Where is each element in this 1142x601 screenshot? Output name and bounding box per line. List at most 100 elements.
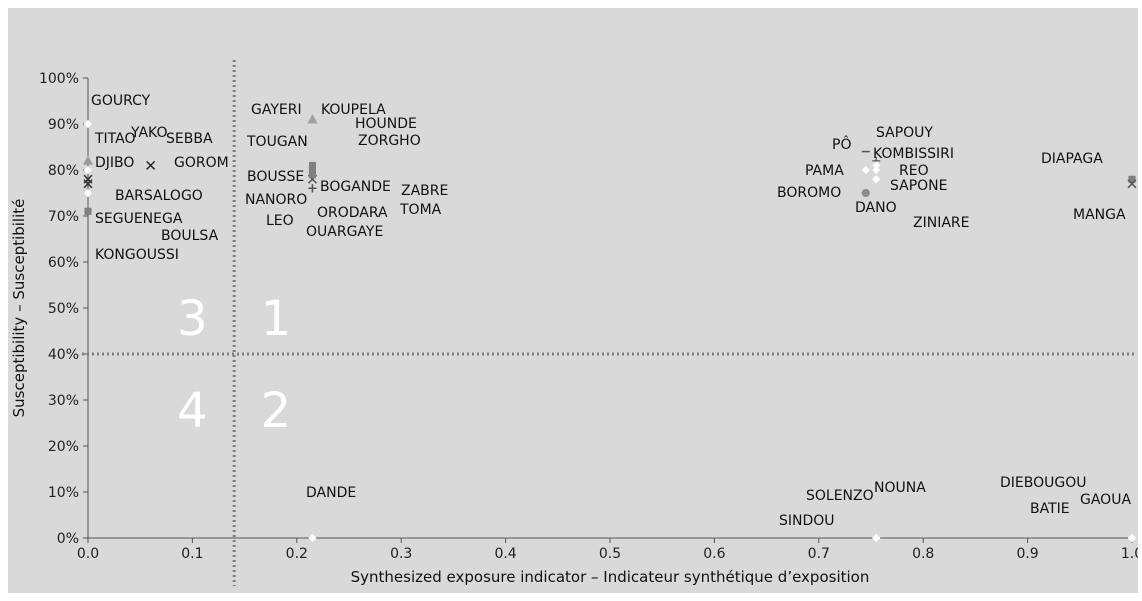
point-label-diapaga: DIAPAGA: [1041, 151, 1103, 167]
point-koupela: [307, 114, 318, 124]
point-label-zabre: ZABRE: [401, 183, 448, 199]
point-label-ziniare: ZINIARE: [913, 215, 969, 231]
x-tick-label: 1.0: [1121, 546, 1138, 562]
point-label-batie: BATIE: [1030, 501, 1070, 517]
point-label-gaoua: GAOUA: [1080, 492, 1131, 508]
point-label-djibo: DJIBO: [95, 155, 134, 171]
point-label-po: PÔ: [832, 135, 851, 153]
axes: [87, 78, 1132, 539]
chart-panel: 1 23 4 0.0 0.1 0.2 0.3 0.4 0.5 0.6 0.7 0.8 0.9 1.0 0…: [8, 8, 1138, 593]
x-tick-label: 0.7: [808, 546, 830, 562]
point-label-sapouy: SAPOUY: [876, 125, 933, 141]
point-label-bogande: BOGANDE: [320, 179, 391, 195]
y-tick-label: 50%: [48, 301, 79, 317]
y-tick-label: 20%: [48, 439, 79, 455]
point-label-hounde: HOUNDE: [355, 116, 417, 132]
point-label-dande: DANDE: [306, 485, 356, 501]
x-axis-title: Synthesized exposure indicator – Indicat…: [351, 568, 870, 586]
point-label-toma: TOMA: [399, 202, 442, 218]
point-hounde: [308, 161, 316, 169]
point-barsalogo: [84, 189, 92, 197]
quadrant-label-2: 2: [261, 383, 292, 439]
point-label-kongoussi: KONGOUSSI: [95, 247, 179, 263]
x-tick-labels: 0.0 0.1 0.2 0.3 0.4 0.5 0.6 0.7 0.8 0.9 1.0: [77, 538, 1138, 562]
point-label-orodara: ORODARA: [317, 205, 388, 221]
point-dano: [861, 189, 870, 197]
point-label-dano: DANO: [855, 200, 897, 216]
point-label-sebba: SEBBA: [166, 131, 213, 147]
point-label-ouargaye: OUARGAYE: [306, 224, 383, 240]
y-tick-label: 90%: [48, 117, 79, 133]
point-reo: [872, 166, 881, 174]
data-points: [83, 114, 1137, 542]
y-tick-label: 0%: [57, 531, 79, 547]
point-zabre: [308, 171, 316, 179]
x-tick-label: 0.3: [390, 546, 412, 562]
point-label-yako: YAKO: [130, 125, 167, 141]
x-tick-label: 0.9: [1016, 546, 1038, 562]
point-label-seguenega: SEGUENEGA: [95, 211, 183, 227]
quadrant-labels: 1 23 4: [177, 291, 291, 439]
point-gourcy: [84, 120, 92, 128]
point-label-titao: TITAO: [94, 131, 136, 147]
point-sindou: [872, 534, 881, 542]
point-label-gayeri: GAYERI: [251, 102, 302, 118]
quadrant-label-1: 1: [261, 291, 292, 347]
point-ouargaye: [308, 184, 317, 193]
point-label-pama: PAMA: [805, 163, 844, 179]
point-label-tougan: TOUGAN: [246, 134, 308, 150]
point-pama: [861, 166, 870, 174]
y-tick-labels: 0% 10% 20% 30% 40% 50% 60% 70% 80% 90% 100%: [39, 71, 88, 547]
x-tick-label: 0.1: [181, 546, 203, 562]
x-tick-label: 0.2: [286, 546, 308, 562]
point-kombissiri: [872, 161, 881, 170]
point-label-sindou: SINDOU: [779, 513, 835, 529]
point-dande: [308, 534, 317, 542]
point-label-nouna: NOUNA: [874, 480, 926, 496]
point-label-bousse: BOUSSE: [247, 169, 304, 185]
point-label-boulsa: BOULSA: [161, 228, 219, 244]
point-bogande: [308, 166, 316, 174]
point-label-nanoro: NANORO: [245, 192, 307, 208]
point-kongoussi: [84, 207, 92, 215]
y-tick-label: 80%: [48, 163, 79, 179]
point-label-kombissiri: KOMBISSIRI: [873, 146, 954, 162]
point-titao: [84, 166, 92, 174]
point-yako: [146, 160, 156, 170]
point-ziniare: [872, 175, 881, 184]
quadrant-label-3: 3: [177, 291, 208, 347]
point-label-gorom: GOROM: [174, 155, 229, 171]
threshold-lines: [82, 60, 1136, 586]
y-tick-label: 70%: [48, 209, 79, 225]
y-tick-label: 30%: [48, 393, 79, 409]
point-label-sapone: SAPONE: [890, 178, 948, 194]
y-tick-label: 10%: [48, 485, 79, 501]
point-label-boromo: BOROMO: [777, 185, 841, 201]
point-label-diebougou: DIEBOUGOU: [1000, 475, 1087, 491]
point-label-solenzo: SOLENZO: [806, 488, 874, 504]
y-tick-label: 100%: [39, 71, 79, 87]
x-tick-label: 0.6: [703, 546, 725, 562]
point-label-zorgho: ZORGHO: [358, 133, 421, 149]
y-axis-title: Susceptibility – Susceptibilité: [10, 199, 28, 418]
x-tick-label: 0.8: [912, 546, 934, 562]
point-manga: [1127, 179, 1137, 189]
y-tick-label: 60%: [48, 255, 79, 271]
point-label-koupela: KOUPELA: [321, 102, 386, 118]
y-tick-label: 40%: [48, 347, 79, 363]
x-tick-label: 0.0: [77, 546, 99, 562]
point-label-gourcy: GOURCY: [91, 93, 151, 109]
point-diapaga: [1128, 175, 1136, 183]
point-label-manga: MANGA: [1073, 207, 1126, 223]
quadrant-label-4: 4: [177, 383, 208, 439]
point-sebba: [83, 179, 93, 189]
x-tick-label: 0.4: [494, 546, 516, 562]
point-label-barsalogo: BARSALOGO: [115, 188, 203, 204]
x-tick-label: 0.5: [599, 546, 621, 562]
point-label-reo: REO: [899, 163, 929, 179]
point-gorom: [83, 155, 93, 165]
scatter-chart: 1 23 4 0.0 0.1 0.2 0.3 0.4 0.5 0.6 0.7 0.8 0.9 1.0 0…: [10, 60, 1138, 586]
point-gaoua: [1128, 534, 1136, 542]
point-label-leo: LEO: [266, 213, 294, 229]
